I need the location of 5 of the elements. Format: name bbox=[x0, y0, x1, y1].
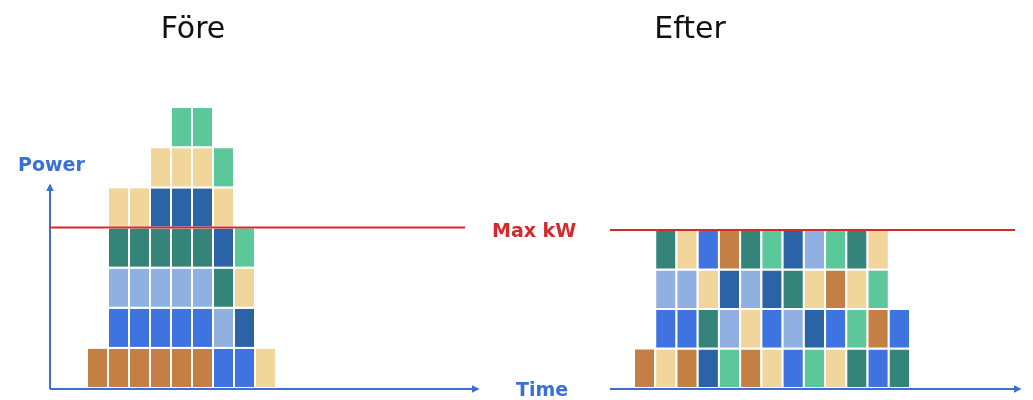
ref-line-label: Max kW bbox=[492, 219, 577, 241]
y-axis-title: Power bbox=[18, 153, 86, 175]
chart-title: Före bbox=[160, 10, 226, 45]
x-axis-title: Time bbox=[516, 378, 569, 400]
chart-title: Efter bbox=[654, 10, 727, 45]
